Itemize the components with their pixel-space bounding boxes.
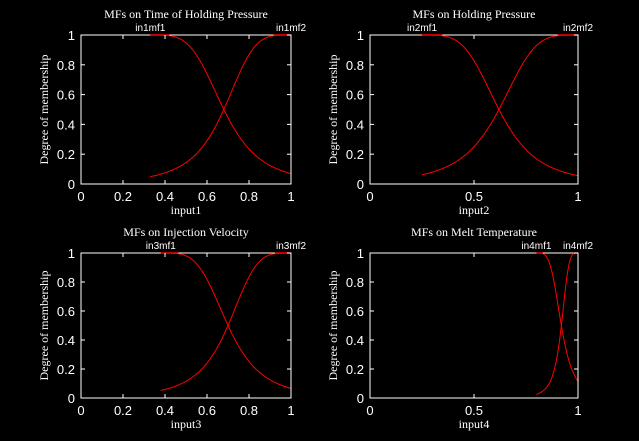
y-tick-label: 0.4 xyxy=(346,333,364,348)
y-tick-label: 0.6 xyxy=(346,304,364,319)
y-tick-label: 0.6 xyxy=(346,88,364,103)
x-tick-label: 0.5 xyxy=(465,189,483,204)
y-axis-label: Degree of membership xyxy=(37,55,51,165)
y-tick-label: 0 xyxy=(68,391,75,406)
y-tick-label: 0 xyxy=(357,391,364,406)
axes-box xyxy=(80,34,292,185)
y-tick-label: 0.6 xyxy=(57,304,75,319)
x-tick-label: 0 xyxy=(77,403,84,418)
x-tick-label: 0.5 xyxy=(465,403,483,418)
mf-curve-in4mf1 xyxy=(536,252,579,382)
mf-label-in3mf1: in3mf1 xyxy=(146,241,176,252)
mf-curve-in2mf2 xyxy=(421,34,578,176)
x-tick-label: 0 xyxy=(77,189,84,204)
y-tick-label: 0.2 xyxy=(346,362,364,377)
axes-box xyxy=(80,252,292,399)
subplot-title: MFs on Time of Holding Pressure xyxy=(104,7,268,21)
x-axis-label: input1 xyxy=(171,203,202,217)
mf-curve-in3mf1 xyxy=(160,252,292,389)
x-tick-label: 0.6 xyxy=(198,189,216,204)
x-tick-label: 0.4 xyxy=(156,403,174,418)
y-tick-label: 1 xyxy=(68,246,75,261)
y-tick-label: 1 xyxy=(357,28,364,43)
subplot-2: 0 0.5 1 0 0.2 0.4 0.6 0.8 1 input2 Degree of membe… xyxy=(326,7,593,217)
subplot-title: MFs on Injection Velocity xyxy=(123,225,248,239)
mf-curve-in3mf2 xyxy=(160,252,291,391)
mf-curve-in4mf2 xyxy=(536,252,578,395)
x-tick-label: 1 xyxy=(287,189,294,204)
x-tick-label: 0.4 xyxy=(156,189,174,204)
y-tick-label: 0.4 xyxy=(346,117,364,132)
y-tick-label: 0.4 xyxy=(57,333,75,348)
y-tick-label: 0 xyxy=(357,177,364,192)
mf-label-in3mf2: in3mf2 xyxy=(276,241,306,252)
x-tick-label: 0.6 xyxy=(198,403,216,418)
subplot-3: 0 0.2 0.4 0.6 0.8 1 0 0.2 0.4 0.6 0.8 1 input3 Degree… xyxy=(37,225,306,431)
mf-curve-in2mf1 xyxy=(422,34,579,177)
y-axis-label: Degree of membership xyxy=(37,271,51,381)
x-tick-label: 1 xyxy=(574,403,581,418)
x-tick-label: 1 xyxy=(574,189,581,204)
y-tick-label: 0.8 xyxy=(57,275,75,290)
mf-label-in1mf2: in1mf2 xyxy=(276,23,306,34)
y-tick-label: 0.6 xyxy=(57,88,75,103)
subplot-title: MFs on Melt Temperature xyxy=(411,225,537,239)
mf-label-in2mf2: in2mf2 xyxy=(563,23,593,34)
x-axis-label: input2 xyxy=(459,203,490,217)
y-tick-label: 1 xyxy=(357,246,364,261)
y-tick-label: 0.8 xyxy=(57,58,75,73)
y-tick-label: 0.2 xyxy=(57,147,75,162)
x-tick-label: 0 xyxy=(366,189,373,204)
x-tick-label: 0.2 xyxy=(114,189,132,204)
axes-box xyxy=(369,34,579,185)
y-tick-label: 0.8 xyxy=(346,58,364,73)
subplot-4: 0 0.5 1 0 0.2 0.4 0.6 0.8 1 input4 Degree of membe… xyxy=(326,225,593,431)
x-tick-label: 0.2 xyxy=(114,403,132,418)
y-axis-label: Degree of membership xyxy=(326,55,340,165)
y-tick-label: 0.2 xyxy=(57,362,75,377)
mf-curve-in1mf2 xyxy=(150,34,291,178)
y-axis-label: Degree of membership xyxy=(326,271,340,381)
y-tick-label: 0.8 xyxy=(346,275,364,290)
mf-label-in4mf2: in4mf2 xyxy=(563,241,593,252)
mf-label-in2mf1: in2mf1 xyxy=(407,23,437,34)
y-tick-label: 0 xyxy=(68,177,75,192)
y-tick-label: 0.2 xyxy=(346,147,364,162)
y-tick-label: 0.4 xyxy=(57,117,75,132)
x-tick-label: 0 xyxy=(366,403,373,418)
y-tick-label: 1 xyxy=(68,28,75,43)
axes-box xyxy=(369,252,579,399)
mf-label-in4mf1: in4mf1 xyxy=(521,241,551,252)
subplot-title: MFs on Holding Pressure xyxy=(412,7,535,21)
x-axis-label: input3 xyxy=(171,417,202,431)
x-tick-label: 0.8 xyxy=(240,189,258,204)
x-tick-label: 0.8 xyxy=(240,403,258,418)
mf-curve-in1mf1 xyxy=(150,34,292,175)
x-tick-label: 1 xyxy=(287,403,294,418)
x-axis-label: input4 xyxy=(459,417,490,431)
subplot-1: 0 0.2 0.4 0.6 0.8 1 0 0.2 0.4 0.6 0.8 1 input1 Degree… xyxy=(37,7,306,217)
mf-label-in1mf1: in1mf1 xyxy=(135,23,165,34)
